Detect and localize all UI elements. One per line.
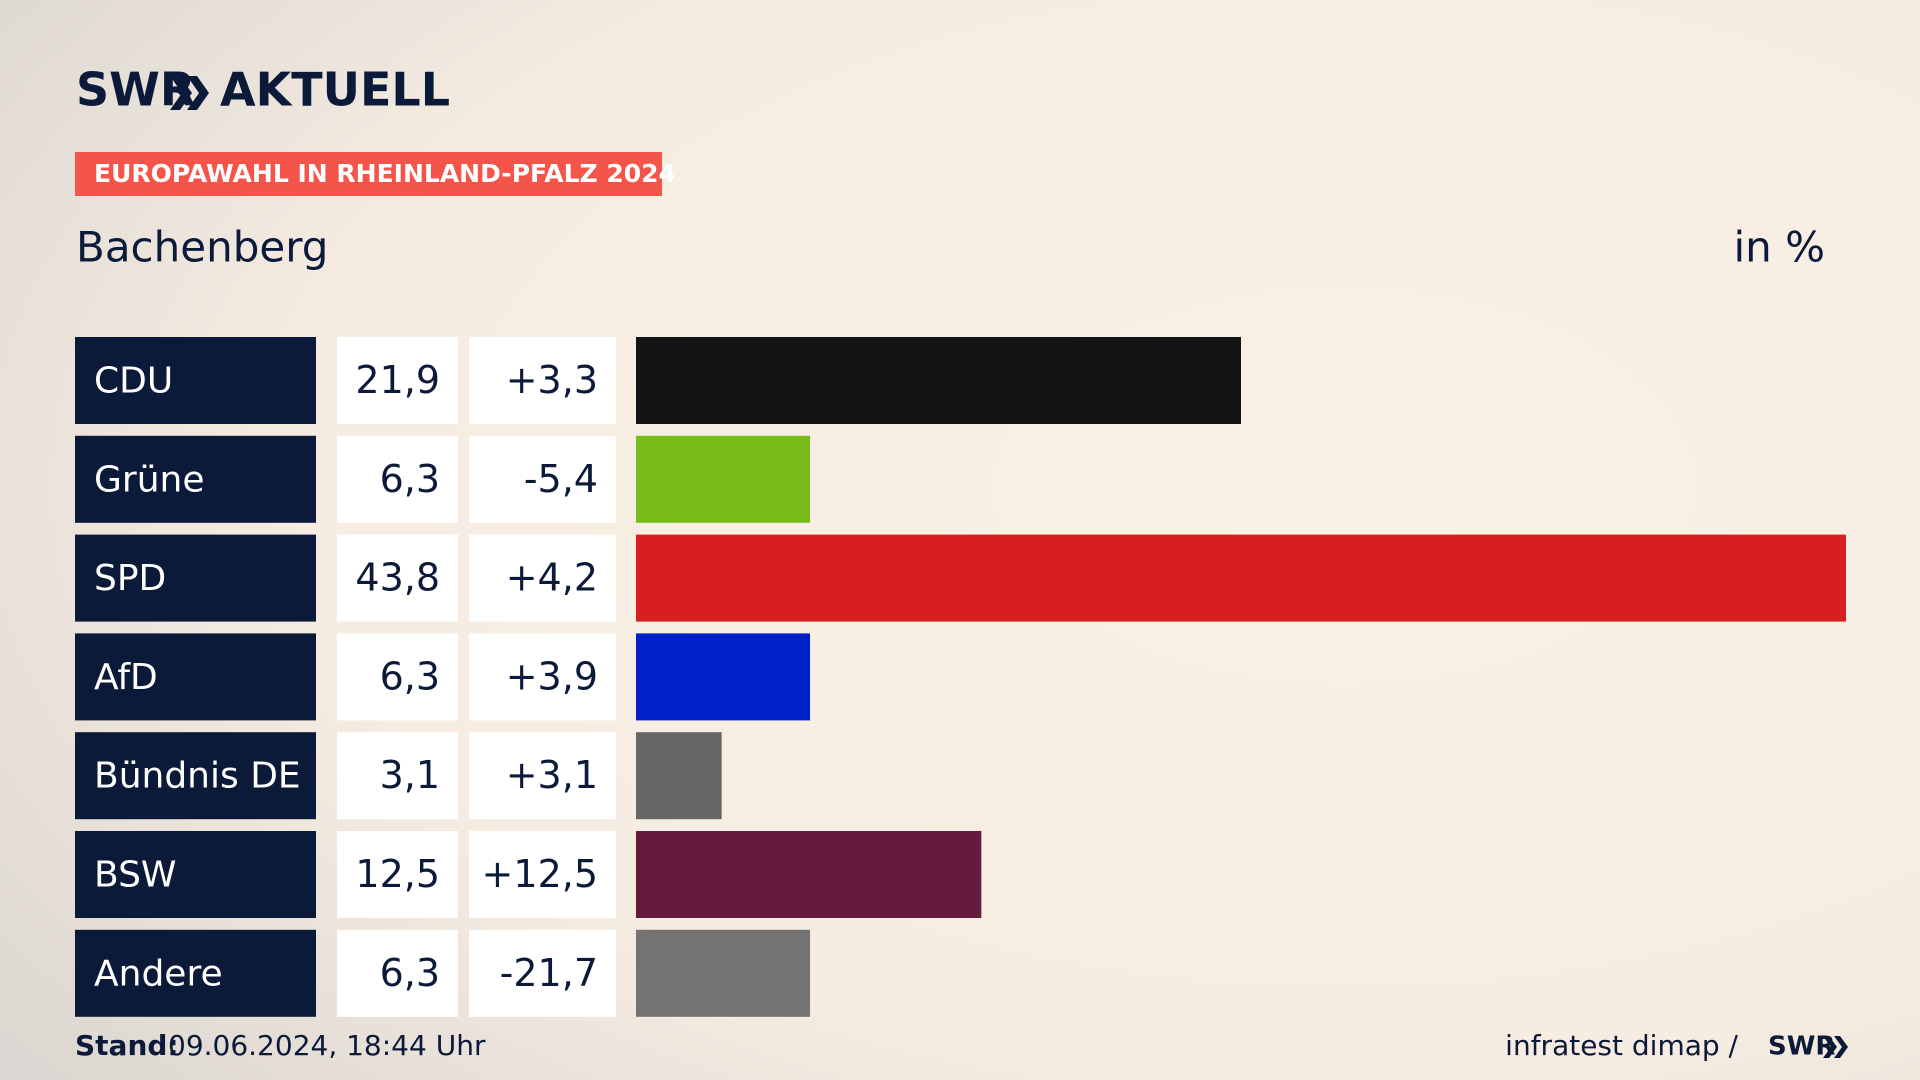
- header-label: EUROPAWAHL IN RHEINLAND-PFALZ 2024: [94, 159, 676, 188]
- bar: [636, 633, 811, 721]
- bar: [636, 929, 811, 1017]
- value-box: [337, 337, 458, 424]
- change-label: +3,3: [506, 358, 598, 402]
- header-label-box: [75, 152, 662, 196]
- value-box: [337, 732, 458, 820]
- value-label: 21,9: [355, 358, 440, 402]
- change-label: +4,2: [506, 556, 598, 600]
- party-name: Bündnis DE: [94, 756, 301, 797]
- value-label: 3,1: [380, 753, 440, 797]
- party-name: AfD: [94, 657, 158, 698]
- source: infratest dimap /: [1505, 1029, 1738, 1062]
- change-box: [469, 337, 616, 424]
- stand: 09.06.2024, 18:44 Uhr: [168, 1029, 486, 1062]
- chart-title: Bachenberg: [76, 223, 328, 272]
- party-name: Andere: [94, 953, 223, 994]
- stand-label: Stand:: [75, 1029, 179, 1062]
- party-box: [75, 929, 316, 1017]
- party-name: BSW: [94, 855, 177, 896]
- bar: [636, 435, 811, 523]
- change-label: +12,5: [482, 852, 598, 896]
- value-label: 43,8: [355, 556, 440, 600]
- party-name: CDU: [94, 361, 173, 402]
- value-label: 6,3: [380, 654, 440, 698]
- change-box: [469, 534, 616, 622]
- change-box: [469, 732, 616, 820]
- unit: in %: [1733, 223, 1825, 272]
- change-label: -5,4: [524, 457, 598, 501]
- bar: [636, 831, 982, 918]
- party-box: [75, 732, 316, 820]
- value-box: [337, 929, 458, 1017]
- party-name: Grüne: [94, 459, 204, 500]
- value-box: [337, 831, 458, 918]
- value-label: 12,5: [355, 852, 440, 896]
- party-box: [75, 633, 316, 721]
- party-box: [75, 435, 316, 523]
- value-label: 6,3: [380, 951, 440, 995]
- source-chevrons: [1823, 1036, 1848, 1058]
- value-box: [337, 435, 458, 523]
- value-label: 6,3: [380, 457, 440, 501]
- change-label: -21,7: [500, 951, 598, 995]
- change-box: [469, 435, 616, 523]
- bar: [636, 534, 1846, 622]
- logo-chevrons: [170, 76, 209, 110]
- value-box: [337, 534, 458, 622]
- change-box: [469, 929, 616, 1017]
- change-label: +3,1: [506, 753, 598, 797]
- party-box: [75, 831, 316, 918]
- party-box: [75, 534, 316, 622]
- change-label: +3,9: [506, 654, 598, 698]
- change-box: [469, 633, 616, 721]
- bar: [636, 337, 1241, 424]
- value-box: [337, 633, 458, 721]
- bar: [636, 732, 722, 820]
- party-name: SPD: [94, 558, 166, 599]
- change-box: [469, 831, 616, 918]
- logo-product: AKTUELL: [220, 63, 450, 117]
- party-box: [75, 337, 316, 424]
